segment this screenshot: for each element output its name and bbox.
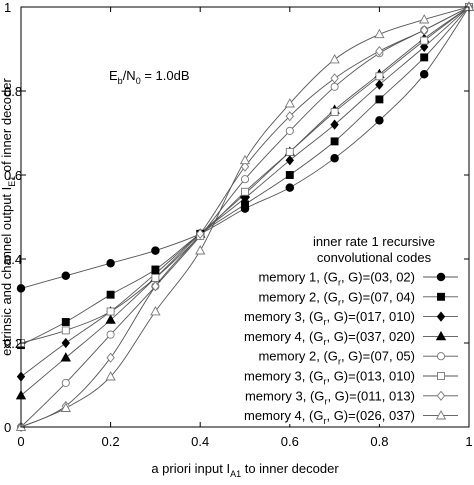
legend-marker-1 xyxy=(436,272,446,282)
legend-marker-8 xyxy=(435,410,447,420)
legend-marker-3 xyxy=(436,311,446,322)
series-3-point xyxy=(285,155,294,166)
legend-marker-4 xyxy=(435,330,447,341)
series-line-8 xyxy=(20,6,470,428)
axis-ticks: 0 0.2 0.4 0.6 0.8 1 0 0.2 0.4 0.6 0.8 1 xyxy=(4,0,473,449)
markers-layer xyxy=(15,1,474,433)
plot-frame xyxy=(20,6,470,428)
series-8-point xyxy=(195,245,206,255)
series-8-point xyxy=(284,98,295,108)
series-7-point xyxy=(375,45,384,57)
legend-marker-2 xyxy=(437,292,445,301)
legend-title-line-1: inner rate 1 recursive xyxy=(313,234,435,249)
series-6-point xyxy=(61,326,70,335)
series-1-point xyxy=(61,271,71,281)
legend-title-line-2: convolutional codes xyxy=(317,250,432,265)
series-5-point xyxy=(285,126,294,135)
series-7-point xyxy=(151,281,160,292)
legend-label-5: memory 2, (Gr, G)=(07, 05) xyxy=(258,349,415,367)
series-5-point xyxy=(106,330,115,339)
x-tick-label: 0.4 xyxy=(191,434,209,449)
series-line-7 xyxy=(20,6,470,428)
series-7-point xyxy=(420,24,429,36)
legend: inner rate 1 recursive convolutional cod… xyxy=(224,230,464,426)
legend-label-1: memory 1, (Gr, G)=(03, 02) xyxy=(258,270,415,288)
x-tick-label: 0.8 xyxy=(370,434,388,449)
series-7-point xyxy=(330,73,339,84)
legend-marker-5 xyxy=(436,352,446,361)
legend-background xyxy=(224,230,464,424)
legend-marker-7 xyxy=(436,390,446,401)
legend-entries: memory 1, (Gr, G)=(03, 02)memory 2, (Gr,… xyxy=(244,270,458,426)
series-3-point xyxy=(330,119,339,130)
series-6-point xyxy=(106,307,115,316)
series-8-point xyxy=(374,28,385,39)
y-tick-label: 0.8 xyxy=(4,84,22,99)
series-3-point xyxy=(420,41,429,53)
legend-label-4: memory 4, (Gr, G)=(037, 020) xyxy=(244,329,415,347)
y-tick-label: 0.6 xyxy=(4,168,22,183)
series-8-point xyxy=(239,154,251,165)
series-8-point xyxy=(150,305,161,316)
series-4-point xyxy=(60,352,71,362)
y-tick-label: 0.2 xyxy=(4,336,22,351)
series-1-point xyxy=(151,246,160,255)
legend-label-2: memory 2, (Gr, G)=(07, 04) xyxy=(258,289,415,307)
series-1-point xyxy=(375,116,384,125)
series-1-point xyxy=(106,258,115,268)
series-3-point xyxy=(61,337,70,349)
x-axis-label: a priori input IA1 to inner decoder xyxy=(151,461,339,479)
y-tick-label: 1 xyxy=(4,0,11,15)
series-8-point xyxy=(419,14,430,24)
series-4-point xyxy=(105,314,116,324)
series-6-point xyxy=(285,147,294,156)
x-tick-label: 0.6 xyxy=(281,434,299,449)
series-2-point xyxy=(420,53,429,62)
legend-label-6: memory 3, (Gr, G)=(013, 010) xyxy=(244,369,415,387)
legend-label-7: memory 3, (Gr, G)=(011, 013) xyxy=(245,388,415,406)
legend-label-3: memory 3, (Gr, G)=(017, 010) xyxy=(244,309,415,327)
y-axis-label: extrinsic and channel output IE1 of inne… xyxy=(0,77,17,355)
series-2-point xyxy=(285,171,294,179)
series-8-point xyxy=(105,371,116,381)
series-6-point xyxy=(375,72,384,81)
legend-label-8: memory 4, (Gr, G)=(026, 037) xyxy=(244,408,415,426)
legend-marker-6 xyxy=(437,372,445,380)
series-2-point xyxy=(61,318,70,326)
series-8-point xyxy=(60,402,71,412)
series-6-point xyxy=(330,108,339,116)
series-1-point xyxy=(419,69,429,79)
x-tick-label: 0 xyxy=(17,434,24,449)
series-8-point xyxy=(329,53,340,64)
eb-n0-annotation: Eb/N0 = 1.0dB xyxy=(109,68,190,86)
x-tick-label: 0.2 xyxy=(102,434,120,449)
series-7-point xyxy=(196,228,205,239)
series-2-point xyxy=(330,137,339,146)
series-6-point xyxy=(420,36,429,45)
series-2-point xyxy=(375,95,384,104)
series-7-point xyxy=(106,352,115,363)
series-7-point xyxy=(240,161,250,172)
series-5-point xyxy=(61,378,70,387)
series-5-point xyxy=(240,175,250,184)
series-3-point xyxy=(375,79,384,90)
series-6-point xyxy=(151,273,160,282)
series-5-point xyxy=(330,82,339,91)
y-tick-label: 0.4 xyxy=(4,252,22,267)
series-1-point xyxy=(285,183,295,192)
series-2-point xyxy=(106,290,115,299)
y-tick-label: 0 xyxy=(4,420,11,435)
series-7-point xyxy=(285,111,294,122)
series-6-point xyxy=(241,187,249,196)
series-1-point xyxy=(330,153,339,163)
x-tick-label: 1 xyxy=(465,434,472,449)
